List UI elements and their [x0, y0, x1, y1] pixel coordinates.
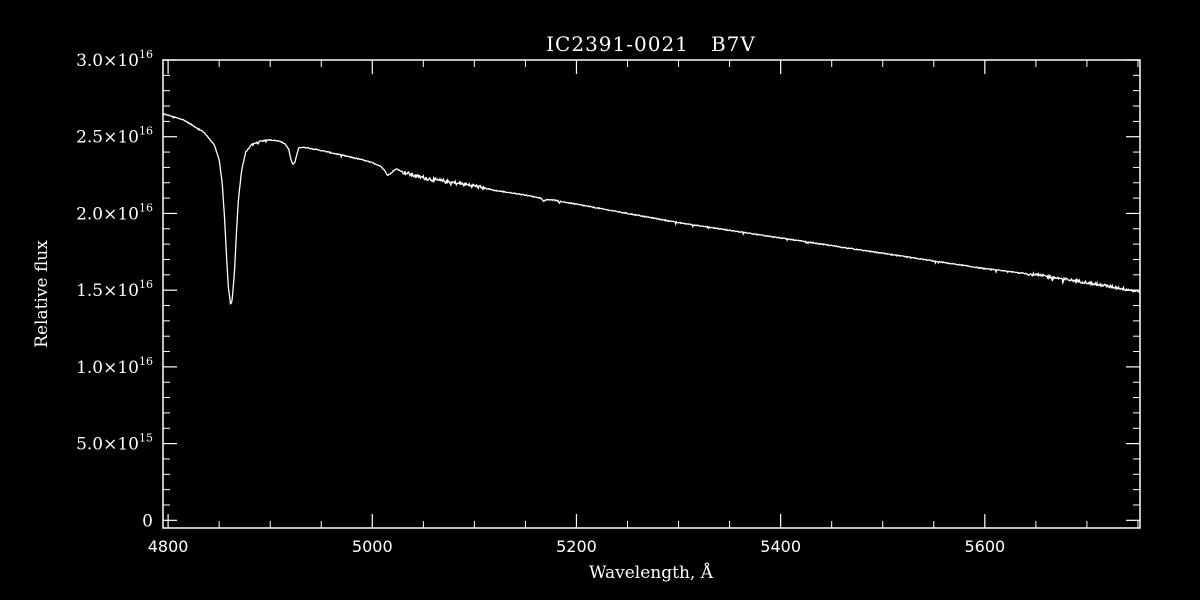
chart-title: IC2391-0021 B7V [546, 32, 756, 56]
y-tick-exponent: 16 [139, 125, 153, 138]
y-tick-label: 1.0×1016 [76, 355, 153, 378]
x-tick-label: 5200 [556, 537, 597, 556]
x-axis-title: Wavelength, Å [589, 562, 714, 583]
y-tick-exponent: 16 [139, 355, 153, 368]
plot-frame [162, 59, 1141, 529]
y-tick-mantissa: 0 [142, 511, 153, 531]
y-axis: 05.0×10151.0×10161.5×10162.0×10162.5×101… [76, 48, 1140, 531]
y-tick-label: 2.5×1016 [76, 125, 153, 148]
y-axis-title: Relative flux [32, 240, 52, 348]
x-axis: 4800 5000 5200 5400 5600 [148, 60, 1139, 556]
y-tick-label: 5.0×1015 [76, 432, 153, 455]
y-tick-label: 0 [142, 511, 153, 531]
y-tick-mantissa: 3.0×10 [76, 51, 139, 71]
x-tick-label: 5600 [964, 537, 1005, 556]
y-tick-exponent: 16 [139, 278, 153, 291]
y-tick-mantissa: 5.0×10 [76, 435, 139, 455]
x-tick-label: 5400 [760, 537, 801, 556]
y-tick-mantissa: 2.0×10 [76, 204, 139, 224]
x-tick-label: 5000 [352, 537, 393, 556]
y-tick-exponent: 16 [139, 201, 153, 214]
spectrum-line [162, 113, 1140, 305]
y-tick-mantissa: 2.5×10 [76, 128, 139, 148]
y-tick-label: 1.5×1016 [76, 278, 153, 301]
x-tick-label: 4800 [148, 537, 189, 556]
y-tick-exponent: 15 [139, 432, 153, 445]
y-tick-label: 2.0×1016 [76, 201, 153, 224]
y-tick-exponent: 16 [139, 48, 153, 61]
y-tick-label: 3.0×1016 [76, 48, 153, 71]
y-tick-mantissa: 1.5×10 [76, 281, 139, 301]
y-tick-mantissa: 1.0×10 [76, 358, 139, 378]
